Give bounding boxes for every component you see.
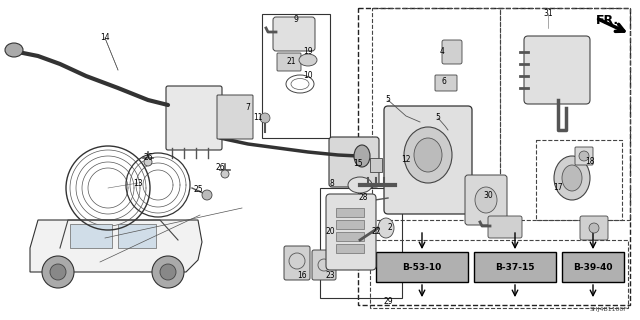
FancyBboxPatch shape	[326, 194, 376, 270]
Text: 5: 5	[436, 114, 440, 123]
Bar	[536, 140, 622, 220]
Text: 17: 17	[553, 183, 563, 193]
FancyBboxPatch shape	[329, 137, 379, 187]
Text: B-37-15: B-37-15	[495, 262, 535, 271]
Ellipse shape	[554, 156, 590, 200]
Circle shape	[152, 256, 184, 288]
Text: 29: 29	[383, 298, 393, 307]
Text: 26: 26	[143, 154, 153, 163]
FancyBboxPatch shape	[273, 17, 315, 51]
Bar	[336, 208, 364, 217]
Text: 7: 7	[246, 103, 250, 113]
Text: 11: 11	[253, 114, 263, 123]
FancyBboxPatch shape	[277, 53, 301, 71]
Text: 10: 10	[303, 71, 313, 81]
Text: 31: 31	[543, 10, 553, 19]
FancyBboxPatch shape	[575, 147, 593, 165]
Bar	[118, 224, 156, 248]
Ellipse shape	[404, 127, 452, 183]
Circle shape	[144, 158, 152, 166]
Bar	[474, 252, 556, 282]
Ellipse shape	[562, 165, 582, 191]
Text: FR.: FR.	[596, 13, 619, 27]
Circle shape	[579, 151, 589, 161]
Ellipse shape	[348, 177, 372, 193]
Bar	[336, 232, 364, 241]
Bar	[70, 224, 112, 248]
Text: SHJ4B1100F: SHJ4B1100F	[590, 307, 628, 312]
Text: 25: 25	[193, 186, 203, 195]
Ellipse shape	[475, 187, 497, 213]
Ellipse shape	[378, 218, 394, 238]
Text: 9: 9	[294, 15, 298, 25]
Text: 18: 18	[585, 157, 595, 166]
Text: 30: 30	[483, 191, 493, 201]
Bar	[376, 252, 468, 282]
Text: 2: 2	[388, 223, 392, 233]
Text: 20: 20	[325, 228, 335, 236]
Text: 19: 19	[303, 47, 313, 57]
FancyBboxPatch shape	[384, 106, 472, 214]
Text: 16: 16	[297, 271, 307, 281]
Polygon shape	[30, 220, 202, 272]
Ellipse shape	[5, 43, 23, 57]
FancyBboxPatch shape	[580, 216, 608, 240]
Text: 13: 13	[133, 179, 143, 188]
Bar	[336, 244, 364, 253]
Bar	[562, 252, 624, 282]
Bar	[262, 14, 330, 138]
Bar	[370, 158, 382, 172]
Text: 5: 5	[385, 95, 390, 105]
Text: 21: 21	[286, 58, 296, 67]
FancyBboxPatch shape	[217, 95, 253, 139]
Text: 8: 8	[330, 180, 334, 188]
Text: 23: 23	[325, 271, 335, 281]
FancyBboxPatch shape	[284, 246, 310, 280]
Text: B-53-10: B-53-10	[403, 262, 442, 271]
Text: 22: 22	[371, 228, 381, 236]
Circle shape	[260, 113, 270, 123]
FancyBboxPatch shape	[312, 250, 336, 280]
Text: 4: 4	[440, 47, 444, 57]
Bar	[500, 8, 630, 220]
Text: 26: 26	[215, 164, 225, 172]
Circle shape	[160, 264, 176, 280]
Circle shape	[221, 170, 229, 178]
Ellipse shape	[354, 145, 370, 167]
Text: 15: 15	[353, 158, 363, 167]
Text: B-39-40: B-39-40	[573, 262, 612, 271]
Bar	[320, 188, 402, 298]
FancyBboxPatch shape	[524, 36, 590, 104]
FancyBboxPatch shape	[488, 216, 522, 238]
Ellipse shape	[299, 54, 317, 66]
Bar	[372, 8, 500, 220]
FancyBboxPatch shape	[442, 40, 462, 64]
Text: 12: 12	[401, 156, 411, 164]
Text: 6: 6	[442, 77, 447, 86]
FancyBboxPatch shape	[465, 175, 507, 225]
Circle shape	[42, 256, 74, 288]
Circle shape	[50, 264, 66, 280]
Text: 14: 14	[100, 34, 110, 43]
FancyBboxPatch shape	[435, 75, 457, 91]
Circle shape	[589, 223, 599, 233]
Bar	[358, 8, 630, 305]
Bar	[370, 240, 628, 308]
Bar	[336, 220, 364, 229]
Circle shape	[202, 190, 212, 200]
Ellipse shape	[414, 138, 442, 172]
Text: 28: 28	[358, 194, 368, 203]
FancyBboxPatch shape	[166, 86, 222, 150]
